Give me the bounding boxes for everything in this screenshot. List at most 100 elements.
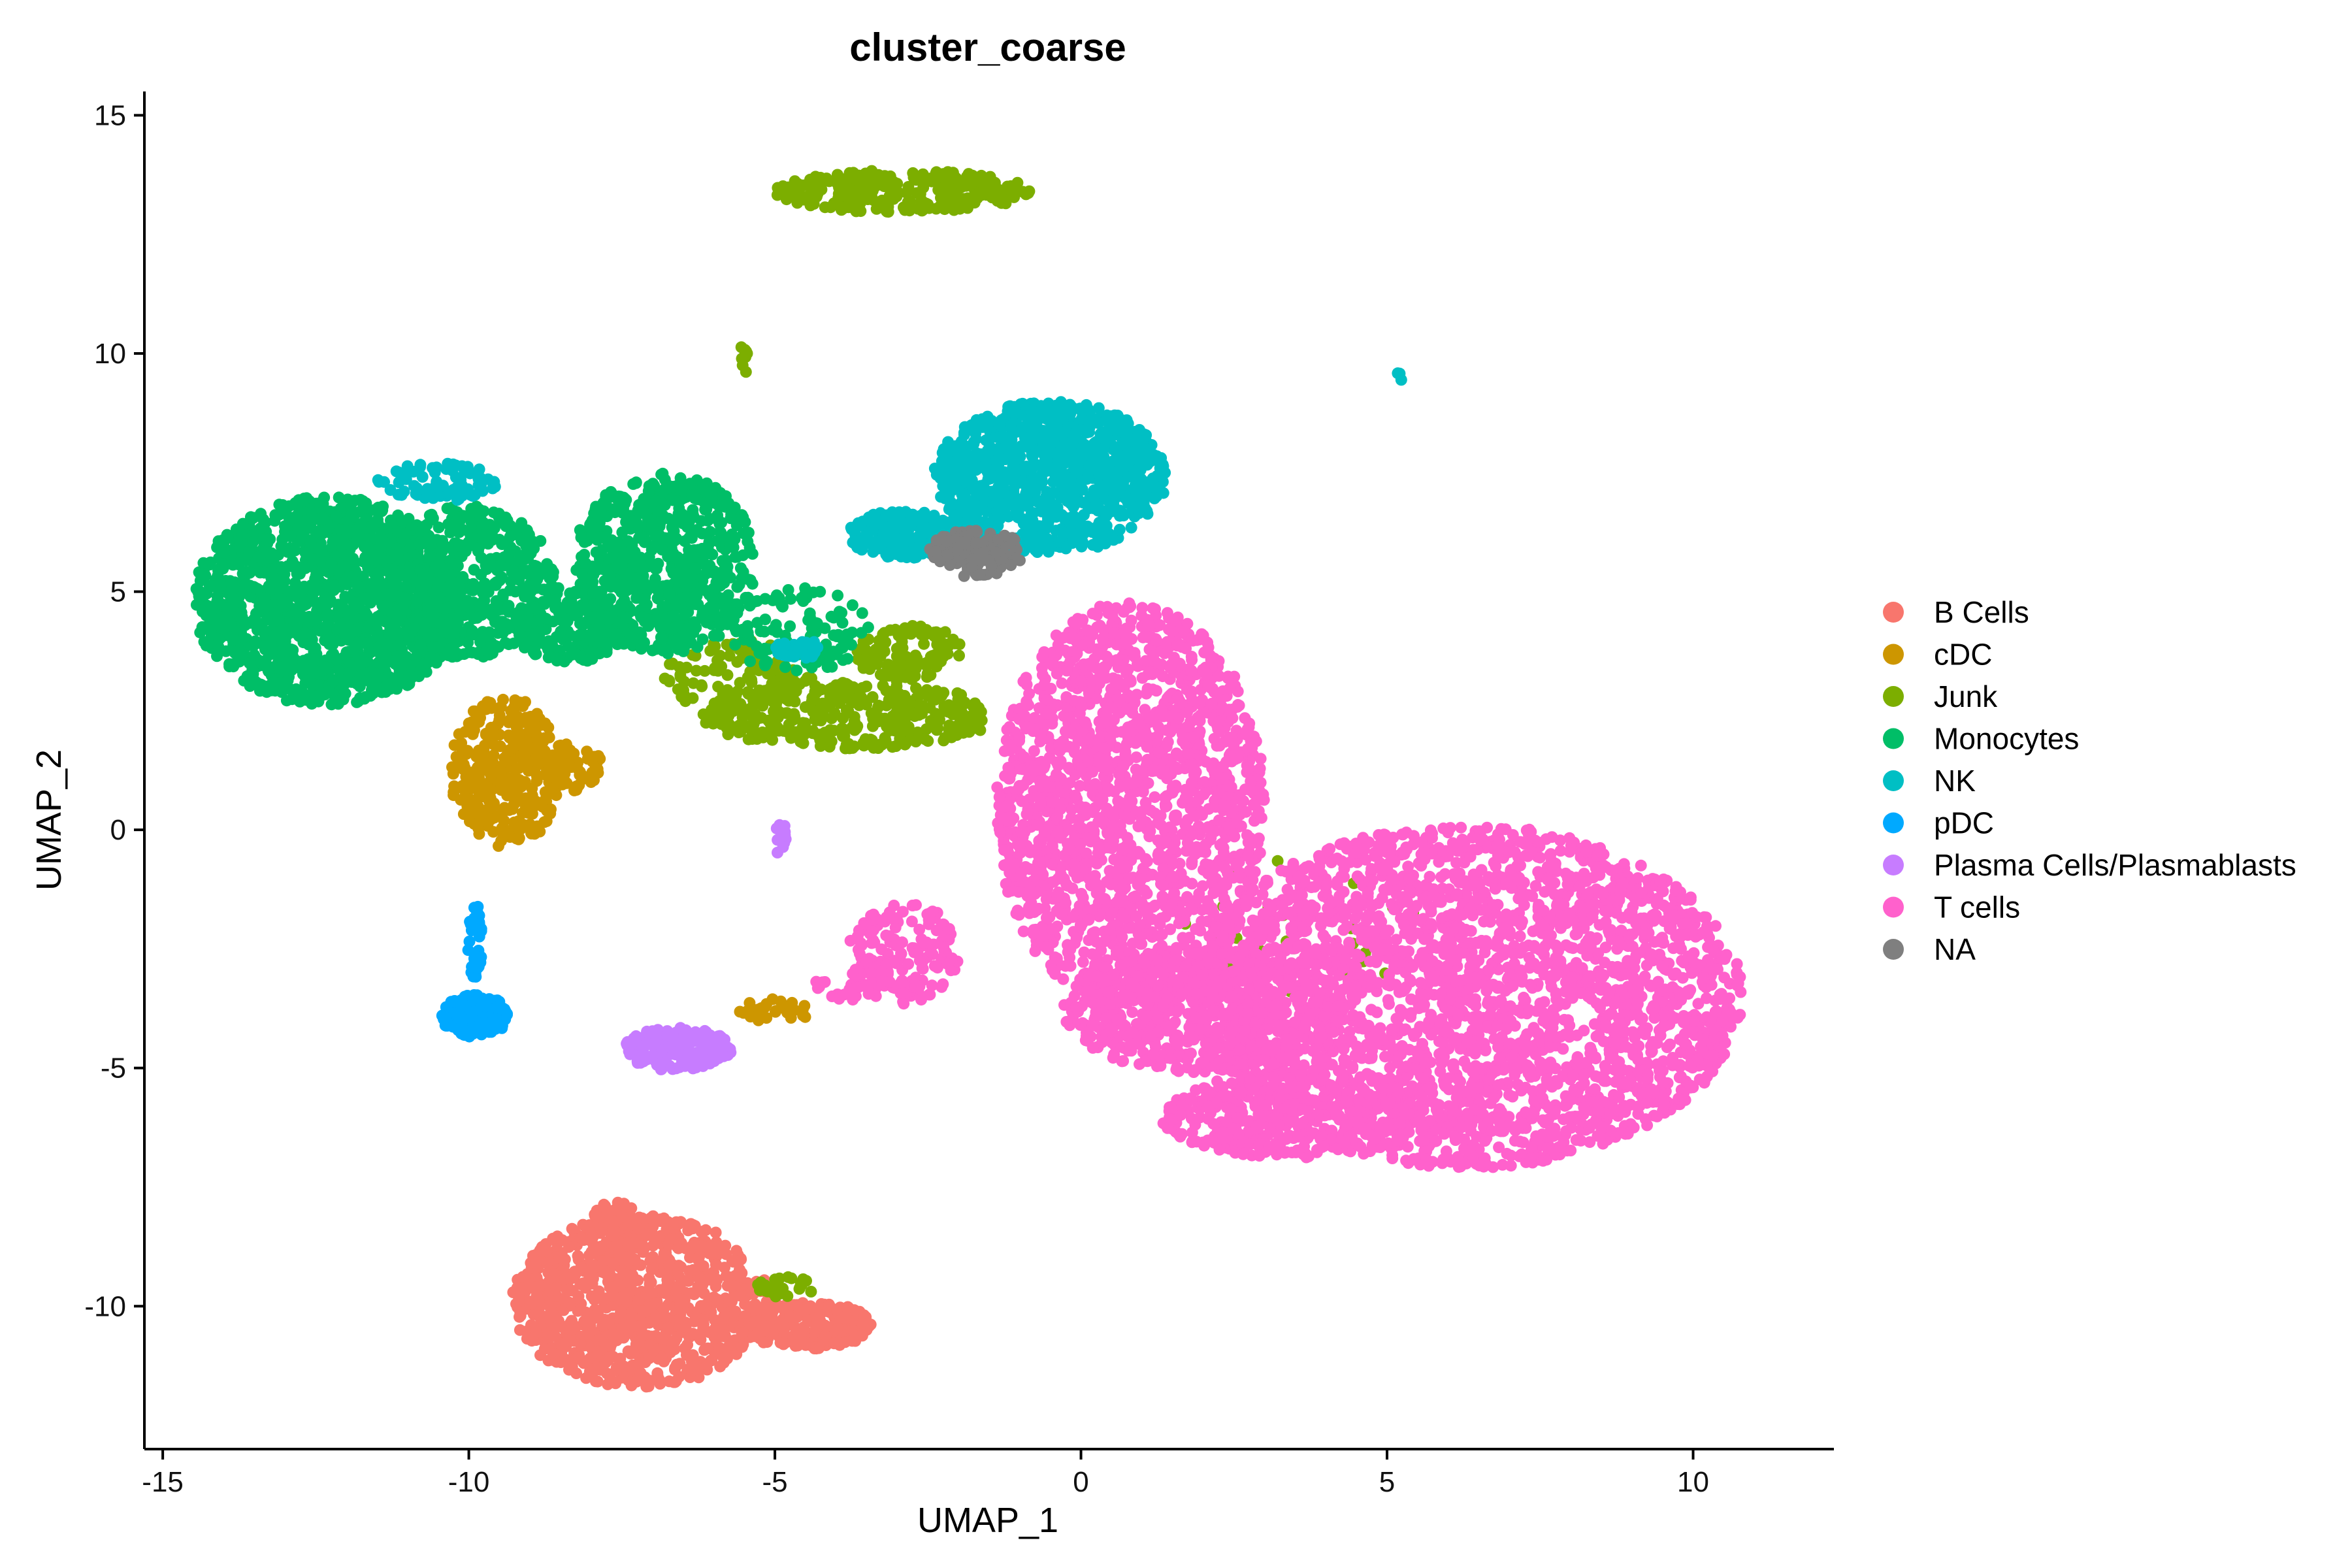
data-point [580, 1316, 592, 1328]
data-point [248, 649, 261, 661]
data-point [519, 696, 531, 708]
data-point [875, 738, 888, 751]
data-point [930, 693, 942, 705]
data-point [379, 658, 391, 670]
data-point [423, 509, 436, 521]
data-point [574, 1338, 587, 1350]
data-point [497, 693, 509, 706]
data-point [809, 685, 821, 698]
data-point [943, 719, 956, 732]
data-point [344, 657, 356, 670]
data-point [485, 813, 497, 825]
data-point [535, 747, 547, 759]
data-point [602, 1378, 614, 1390]
data-point [953, 649, 965, 662]
data-point [547, 749, 559, 762]
data-point [360, 608, 372, 621]
data-point [1020, 188, 1032, 201]
data-point [677, 689, 689, 701]
data-point [831, 169, 843, 181]
data-point [645, 1286, 658, 1299]
data-point [835, 204, 847, 216]
data-point [770, 1290, 782, 1303]
data-point [392, 650, 404, 662]
data-point [699, 1299, 711, 1312]
data-point [589, 1293, 601, 1305]
data-point [310, 569, 322, 581]
data-point [933, 649, 945, 662]
data-point [991, 195, 1004, 207]
data-point [477, 529, 489, 541]
data-point [632, 1294, 645, 1306]
data-point [837, 1311, 849, 1324]
data-point [379, 523, 391, 535]
data-point [978, 179, 990, 191]
data-point [279, 520, 291, 532]
data-point [343, 667, 355, 679]
data-point [468, 705, 481, 717]
data-point [625, 1379, 638, 1392]
data-point [732, 685, 743, 698]
data-point [659, 1311, 671, 1323]
data-point [365, 554, 377, 566]
data-point [529, 1325, 542, 1337]
data-point [907, 167, 919, 179]
data-point [332, 598, 344, 611]
data-point [547, 1232, 559, 1245]
data-point [638, 1242, 650, 1254]
data-point [468, 766, 480, 778]
data-point [870, 203, 883, 215]
data-point [710, 1258, 723, 1271]
data-point [799, 675, 811, 687]
data-point [511, 1282, 523, 1294]
data-point [872, 700, 885, 711]
data-point [877, 628, 889, 640]
data-point [310, 690, 322, 702]
data-point [713, 715, 726, 728]
data-point [737, 1327, 749, 1339]
data-point [417, 590, 429, 602]
data-point [433, 557, 446, 570]
data-point [508, 701, 520, 713]
data-point [937, 171, 949, 184]
data-point [527, 725, 539, 738]
data-point [806, 727, 819, 740]
data-point [531, 1271, 543, 1284]
data-point [860, 657, 872, 670]
data-point [321, 609, 333, 621]
data-point [306, 591, 318, 604]
data-point [904, 204, 916, 217]
data-point [531, 708, 543, 720]
data-point [527, 538, 539, 551]
data-point [659, 1287, 671, 1299]
data-point [685, 1287, 697, 1299]
data-point [695, 1226, 708, 1238]
data-point [374, 541, 387, 553]
data-point [408, 622, 421, 634]
data-point [391, 610, 403, 622]
data-point [217, 563, 229, 575]
data-point [785, 1272, 798, 1284]
data-point [565, 747, 578, 759]
data-point [826, 712, 838, 725]
data-point [367, 683, 380, 695]
data-point [616, 1322, 628, 1334]
data-point [846, 1335, 858, 1347]
data-point [734, 1005, 746, 1018]
data-point [472, 822, 485, 834]
data-point [399, 580, 412, 593]
data-point [316, 545, 328, 557]
data-point [354, 655, 367, 668]
data-point [766, 678, 778, 690]
data-point [547, 570, 559, 583]
data-point [711, 1294, 724, 1306]
data-point [512, 774, 524, 787]
data-point [225, 619, 237, 632]
data-point [714, 1360, 727, 1373]
data-point [389, 574, 402, 585]
data-point [950, 172, 962, 184]
data-point [253, 685, 266, 697]
data-point [820, 700, 832, 712]
data-point [935, 639, 947, 651]
data-point [414, 638, 427, 651]
